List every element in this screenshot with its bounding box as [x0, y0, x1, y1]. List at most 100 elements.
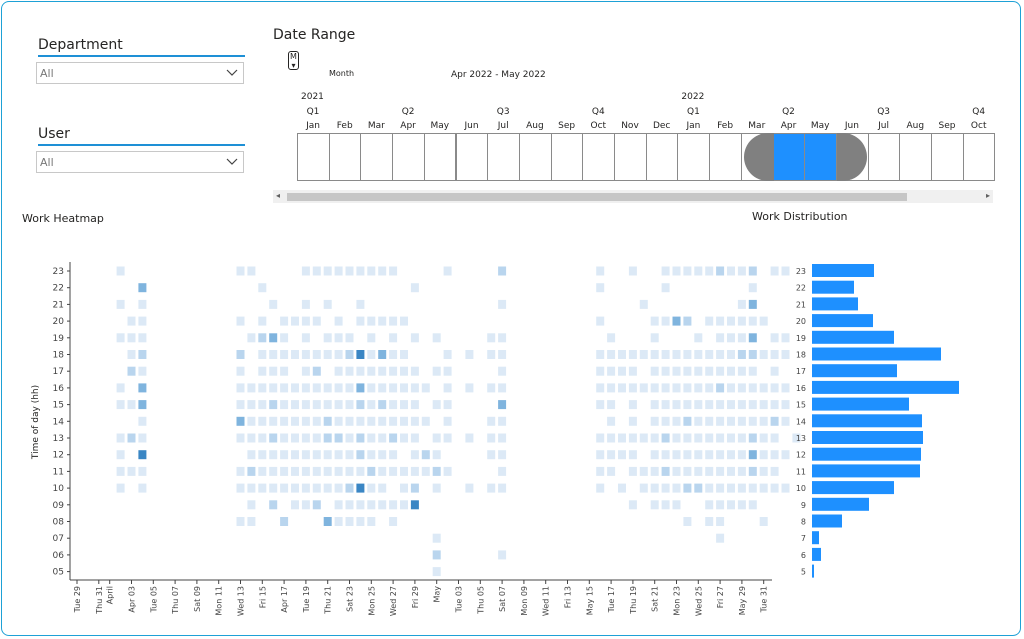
timeline-quarter-label: Q2: [401, 107, 415, 117]
heatmap-x-tick: April: [106, 586, 115, 604]
heatmap-cell: [737, 350, 746, 359]
heatmap-cell: [748, 366, 757, 376]
distribution-y-tick: 23: [796, 267, 806, 276]
heatmap-cell: [334, 450, 343, 460]
heatmap-cell: [661, 350, 670, 359]
timeline-month-cell[interactable]: [487, 133, 520, 181]
heatmap-cell: [280, 466, 289, 476]
distribution-bar: [812, 347, 941, 361]
heatmap-cell: [269, 299, 278, 309]
heatmap-cell: [301, 366, 310, 376]
timeline-month-label: Feb: [717, 121, 734, 131]
heatmap-y-tick: 17: [53, 367, 64, 377]
heatmap-cell: [116, 450, 125, 460]
heatmap-cell: [650, 350, 659, 359]
heatmap-cell: [280, 333, 289, 343]
heatmap-x-tick: May 29: [738, 586, 747, 615]
heatmap-cell: [650, 416, 659, 426]
timeline-quarter-label: Q1: [306, 107, 320, 117]
timeline-scrollbar[interactable]: ◂ ▸: [273, 190, 993, 203]
timeline-month-cell[interactable]: [899, 133, 932, 181]
heatmap-cell: [716, 266, 725, 276]
timeline-month-cell[interactable]: [550, 133, 584, 181]
heatmap-cell: [269, 400, 278, 410]
heatmap-cell: [683, 433, 692, 443]
distribution-y-tick: 10: [796, 484, 806, 493]
heatmap-cell: [410, 383, 419, 393]
timeline-month-cell[interactable]: [867, 133, 901, 181]
heatmap-cell: [639, 433, 648, 443]
timeline-month-cell[interactable]: [328, 133, 362, 181]
heatmap-cell: [247, 383, 256, 393]
heatmap-x-tick: Thu 21: [324, 586, 333, 615]
timeline-month-cell[interactable]: [297, 133, 330, 181]
heatmap-cell: [737, 316, 746, 326]
heatmap-cell: [727, 333, 735, 343]
scroll-left-icon[interactable]: ◂: [276, 191, 281, 200]
heatmap-cell: [683, 383, 692, 393]
heatmap-cell: [487, 333, 496, 343]
heatmap-cell: [498, 450, 507, 460]
heatmap-cell: [410, 466, 419, 476]
timeline-month-label: Dec: [652, 121, 671, 131]
heatmap-x-tick: Sat 21: [651, 586, 660, 612]
timeline-month-label: Jul: [878, 121, 890, 131]
timeline-month-label: Oct: [970, 121, 987, 131]
timeline-month-cell[interactable]: [677, 133, 711, 181]
timeline-month-cell[interactable]: [772, 133, 806, 181]
heatmap-cell: [410, 433, 419, 443]
heatmap-cell: [683, 517, 692, 526]
heatmap-cell: [639, 483, 648, 493]
granularity-button[interactable]: M ▾: [288, 51, 299, 70]
timeline-month-cell[interactable]: [360, 133, 394, 181]
scroll-right-icon[interactable]: ▸: [985, 191, 990, 200]
timeline-month-cell[interactable]: [931, 133, 964, 181]
heatmap-cell: [138, 283, 147, 293]
timeline-month-cell[interactable]: [423, 133, 457, 181]
heatmap-cell: [705, 416, 714, 426]
heatmap-cell: [301, 316, 310, 326]
timeline-month-cell[interactable]: [645, 133, 679, 181]
timeline-month-cell[interactable]: [455, 133, 489, 181]
heatmap-cell: [792, 433, 801, 443]
timeline-month-cell[interactable]: [614, 133, 647, 181]
heatmap-y-tick: 15: [53, 401, 64, 411]
user-dropdown[interactable]: All: [36, 151, 244, 173]
heatmap-cell: [345, 266, 354, 276]
heatmap-cell: [443, 400, 452, 410]
heatmap-cell: [269, 350, 278, 359]
distribution-bar: [812, 397, 909, 411]
timeline-month-label: May: [430, 121, 450, 131]
timeline-month-cell[interactable]: [804, 133, 837, 181]
timeline-month-cell[interactable]: [518, 133, 552, 181]
heatmap-cell: [334, 416, 343, 426]
scrollbar-thumb[interactable]: [287, 193, 907, 201]
heatmap-cell: [661, 316, 670, 326]
timeline-month-cell[interactable]: [392, 133, 425, 181]
timeline-month-label: Oct: [590, 121, 607, 131]
heatmap-cell: [781, 350, 790, 359]
timeline-month-cell[interactable]: [582, 133, 615, 181]
heatmap-cell: [770, 400, 779, 410]
heatmap-cell: [138, 433, 147, 443]
heatmap-y-tick: 19: [53, 334, 65, 344]
heatmap-cell: [312, 483, 321, 493]
heatmap-x-tick: May 15: [585, 586, 594, 615]
timeline-month-cell[interactable]: [709, 133, 742, 181]
heatmap-cell: [716, 350, 725, 359]
heatmap-cell: [400, 500, 408, 510]
heatmap-y-tick: 07: [53, 534, 64, 544]
heatmap-cell: [672, 400, 681, 410]
heatmap-cell: [356, 400, 365, 410]
timeline-month-cell[interactable]: [962, 133, 996, 181]
heatmap-cell: [367, 383, 376, 393]
heatmap-cell: [432, 366, 441, 376]
department-dropdown[interactable]: All: [36, 62, 244, 84]
heatmap-cell: [291, 450, 299, 460]
distribution-y-tick: 20: [796, 317, 806, 326]
heatmap-cell: [737, 433, 746, 443]
heatmap-cell: [334, 483, 343, 493]
heatmap-cell: [378, 366, 387, 376]
heatmap-cell: [498, 350, 507, 359]
heatmap-cell: [389, 416, 398, 426]
